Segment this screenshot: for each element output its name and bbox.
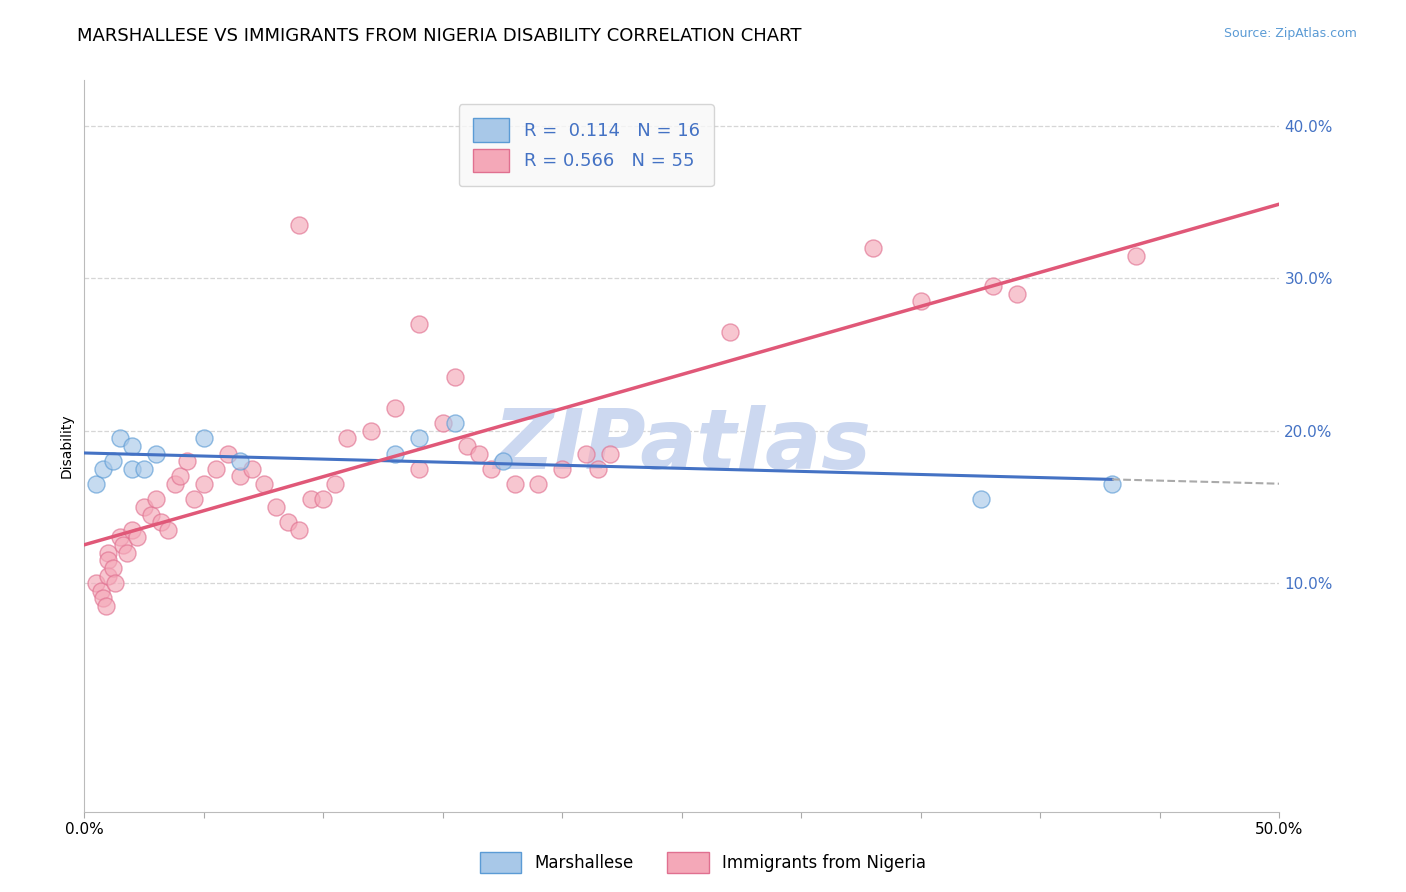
Point xyxy=(141,508,163,522)
Point xyxy=(325,477,347,491)
Point xyxy=(492,454,515,468)
Point xyxy=(101,561,124,575)
Text: ZIPatlas: ZIPatlas xyxy=(494,406,870,486)
Point xyxy=(110,530,132,544)
Point xyxy=(277,515,299,529)
Point xyxy=(910,294,932,309)
Point xyxy=(86,576,108,591)
Point xyxy=(117,546,139,560)
Point xyxy=(165,477,187,491)
Point xyxy=(229,454,252,468)
Point xyxy=(240,462,263,476)
Point xyxy=(384,447,406,461)
Point xyxy=(408,317,430,331)
Point xyxy=(336,431,359,445)
Point xyxy=(970,492,993,507)
Point xyxy=(468,447,491,461)
Point xyxy=(94,599,117,613)
Point xyxy=(90,583,112,598)
Point xyxy=(981,279,1004,293)
Point xyxy=(157,523,180,537)
Point xyxy=(301,492,323,507)
Point xyxy=(479,462,502,476)
Point xyxy=(145,447,167,461)
Point xyxy=(408,431,430,445)
Point xyxy=(588,462,610,476)
Point xyxy=(97,553,120,567)
Point xyxy=(176,454,198,468)
Point xyxy=(193,477,215,491)
Point xyxy=(193,431,215,445)
Point xyxy=(111,538,134,552)
Point xyxy=(149,515,172,529)
Point xyxy=(183,492,205,507)
Point xyxy=(384,401,406,415)
Point xyxy=(229,469,252,483)
Point xyxy=(444,416,467,430)
Point xyxy=(253,477,276,491)
Point xyxy=(1101,477,1123,491)
Point xyxy=(456,439,478,453)
Point xyxy=(110,431,132,445)
Point xyxy=(93,462,115,476)
Point xyxy=(503,477,526,491)
Point xyxy=(121,523,143,537)
Point xyxy=(862,241,884,255)
Point xyxy=(551,462,574,476)
Point xyxy=(444,370,467,384)
Point xyxy=(575,447,598,461)
Point xyxy=(132,462,156,476)
Point xyxy=(97,568,120,582)
Point xyxy=(264,500,287,514)
Point xyxy=(104,576,127,591)
Point xyxy=(121,462,143,476)
Point xyxy=(527,477,550,491)
Point xyxy=(599,447,621,461)
Point xyxy=(86,477,108,491)
Point xyxy=(93,591,115,606)
Point xyxy=(145,492,167,507)
Text: Source: ZipAtlas.com: Source: ZipAtlas.com xyxy=(1223,27,1357,40)
Point xyxy=(432,416,454,430)
Point xyxy=(408,462,430,476)
Point xyxy=(125,530,148,544)
Point xyxy=(132,500,156,514)
Point xyxy=(718,325,741,339)
Point xyxy=(360,424,382,438)
Point xyxy=(169,469,191,483)
Text: MARSHALLESE VS IMMIGRANTS FROM NIGERIA DISABILITY CORRELATION CHART: MARSHALLESE VS IMMIGRANTS FROM NIGERIA D… xyxy=(77,27,801,45)
Point xyxy=(1125,248,1147,262)
Y-axis label: Disability: Disability xyxy=(59,414,73,478)
Point xyxy=(312,492,335,507)
Point xyxy=(101,454,124,468)
Point xyxy=(217,447,239,461)
Point xyxy=(121,439,143,453)
Point xyxy=(288,523,311,537)
Point xyxy=(97,546,120,560)
Legend: Marshallese, Immigrants from Nigeria: Marshallese, Immigrants from Nigeria xyxy=(472,846,934,880)
Point xyxy=(205,462,228,476)
Point xyxy=(1005,286,1028,301)
Legend: R =  0.114   N = 16, R = 0.566   N = 55: R = 0.114 N = 16, R = 0.566 N = 55 xyxy=(458,104,714,186)
Point xyxy=(288,218,311,232)
